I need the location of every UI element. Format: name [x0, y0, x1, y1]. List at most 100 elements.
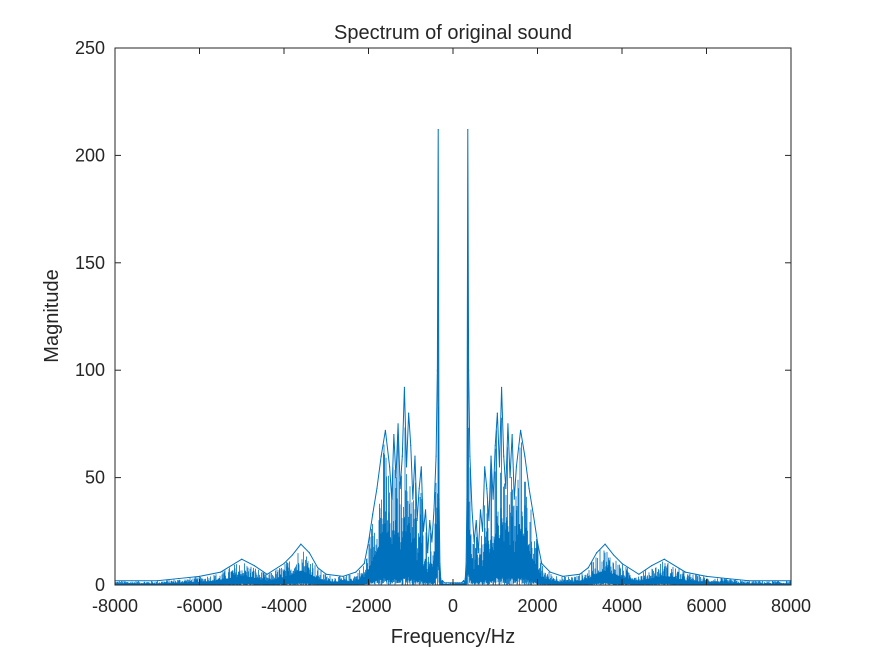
spectrum-point	[481, 530, 484, 532]
spectrum-point	[462, 580, 465, 582]
spectrum-point	[587, 567, 589, 569]
spectrum-point	[410, 444, 412, 446]
spectrum-point	[579, 573, 581, 575]
spectrum-point	[448, 582, 450, 584]
spectrum-point	[376, 487, 378, 489]
spectrum-point	[528, 487, 530, 489]
spectrum-point	[621, 562, 623, 565]
spectrum-point	[612, 554, 615, 556]
spectrum-point	[536, 541, 539, 543]
y-tick-label: 0	[95, 575, 105, 595]
x-tick-label: -6000	[176, 596, 222, 616]
x-axis: -8000 -6000 -4000 -2000 0 2000 4000 6000 8000	[92, 48, 811, 616]
spectrum-point	[416, 519, 418, 522]
spectrum-point	[439, 562, 441, 565]
spectrum-point	[325, 573, 327, 575]
y-tick-label: 250	[75, 38, 105, 58]
spectrum-point	[515, 466, 517, 468]
spectrum-point	[475, 519, 477, 522]
spectrum-point	[498, 466, 501, 468]
spectrum-point	[507, 423, 509, 425]
spectrum-point	[363, 562, 365, 565]
spectrum-point	[500, 386, 503, 388]
spectrum-point	[300, 543, 302, 545]
spectrum-point	[466, 498, 468, 500]
spectrum-point	[384, 429, 386, 431]
spectrum-point	[429, 519, 431, 522]
spectrum-point	[604, 543, 606, 545]
spectrum-point	[490, 455, 492, 457]
spectrum-point	[408, 412, 410, 414]
y-tick-label: 150	[75, 253, 105, 273]
spectrum-point	[395, 477, 397, 479]
spectrum-point	[380, 455, 382, 457]
spectrum-point	[367, 541, 370, 543]
x-tick-label: 2000	[517, 596, 557, 616]
spectrum-point	[479, 509, 482, 511]
spectrum-point	[405, 466, 408, 468]
spectrum-point	[663, 558, 665, 560]
spectrum-point	[433, 509, 435, 511]
chart-title: Spectrum of original sound	[334, 22, 572, 44]
spectrum-point	[446, 582, 448, 584]
spectrum-point	[393, 434, 395, 436]
spectrum-point	[541, 562, 543, 565]
spectrum-point	[397, 423, 399, 425]
spectrum-point	[505, 487, 507, 489]
spectrum-point	[440, 577, 442, 580]
spectrum-point	[464, 577, 466, 580]
spectrum-point	[177, 577, 179, 580]
x-tick-label: 8000	[771, 596, 811, 616]
x-axis-label: Frequency/Hz	[391, 626, 516, 648]
y-tick-label: 200	[75, 145, 105, 165]
spectrum-point	[684, 571, 686, 573]
spectrum-point	[441, 580, 444, 582]
spectrum-point	[156, 580, 158, 582]
x-tick-label: 6000	[686, 596, 726, 616]
spectrum-point	[437, 129, 439, 131]
spectrum-point	[471, 509, 473, 511]
spectrum-point	[420, 466, 422, 468]
spectrum-point	[436, 369, 438, 371]
spectrum-point	[389, 466, 391, 468]
spectrum-point	[440, 582, 443, 584]
spectrum-point	[372, 513, 374, 515]
spectrum-point	[496, 412, 498, 414]
spectrum-point	[412, 498, 414, 500]
spectrum-point	[241, 558, 243, 560]
spectrum-point	[401, 455, 403, 457]
x-tick-label: -4000	[261, 596, 307, 616]
spectrum-point	[549, 571, 551, 573]
spectrum-point	[488, 519, 490, 522]
spectrum-point	[486, 487, 488, 489]
spectrum-point	[283, 562, 285, 565]
spectrum-point	[414, 455, 416, 457]
spectrum-point	[253, 565, 256, 567]
spectrum-point	[562, 575, 564, 578]
spectrum-point	[650, 565, 653, 567]
spectrum-point	[532, 513, 534, 515]
y-tick-label: 100	[75, 360, 105, 380]
spectrum-point	[463, 582, 466, 584]
spectrum-point	[511, 434, 513, 436]
spectrum-point	[465, 562, 467, 565]
spectrum-point	[431, 541, 433, 543]
spectrum-point	[391, 498, 393, 500]
spectrum-point	[469, 455, 471, 457]
spectrum-point	[638, 573, 640, 575]
spectrum-point	[492, 498, 494, 500]
spectrum-point	[727, 577, 729, 580]
spectrum-point	[484, 466, 486, 468]
spectrum-point	[422, 530, 425, 532]
spectrum-point	[450, 582, 452, 584]
spectrum-point	[458, 582, 460, 584]
spectrum-point	[503, 455, 505, 457]
spectrum-point	[220, 571, 222, 573]
spectrum-point	[494, 444, 496, 446]
spectrum-point	[456, 582, 458, 584]
spectrum-point	[454, 582, 456, 584]
spectrum-point	[399, 487, 401, 489]
spectrum-point	[513, 498, 515, 500]
